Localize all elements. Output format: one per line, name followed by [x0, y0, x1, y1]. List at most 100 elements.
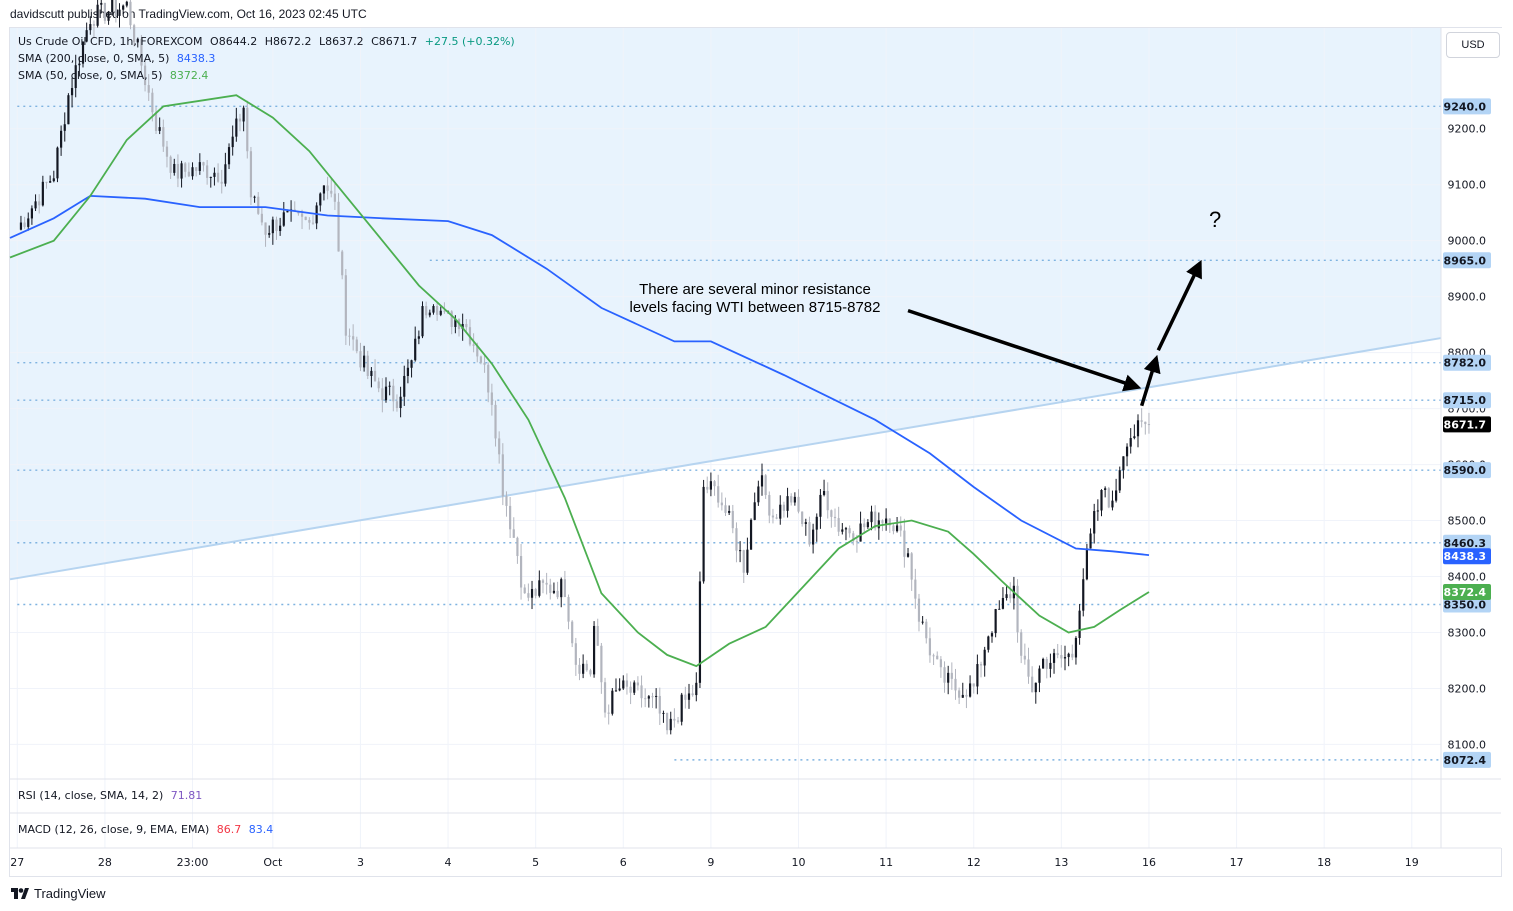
- time-tick-label: 5: [532, 856, 539, 869]
- candle-body: [622, 680, 625, 689]
- candle-body: [366, 355, 369, 376]
- annotation-line-2: levels facing WTI between 8715-8782: [629, 299, 881, 316]
- candle-body: [735, 528, 738, 551]
- candle-body: [739, 550, 742, 552]
- level-price-label-bg: [1443, 392, 1491, 409]
- candle-body: [1052, 653, 1056, 663]
- candle-body: [421, 306, 424, 337]
- candle-body: [1122, 456, 1125, 471]
- candle-body: [395, 401, 399, 409]
- candle-body: [100, 2, 103, 5]
- candle-body: [45, 181, 48, 183]
- candle-body: [268, 233, 271, 235]
- candle-body: [399, 396, 402, 409]
- candle-body: [589, 670, 592, 675]
- candle-body: [757, 486, 760, 503]
- candle-body: [1118, 470, 1121, 491]
- candle-body: [187, 171, 190, 177]
- candle-body: [724, 505, 727, 513]
- candle-body: [1085, 548, 1088, 580]
- time-tick-label: 9: [707, 856, 714, 869]
- candle-body: [377, 381, 380, 389]
- candle-body: [702, 486, 705, 582]
- time-tick-label: 27: [10, 856, 24, 869]
- level-price-label-bg: [1443, 596, 1491, 613]
- candle-body: [855, 541, 859, 543]
- candle-body: [264, 222, 267, 235]
- candle-body: [373, 370, 377, 382]
- candle-body: [676, 720, 680, 722]
- candle-body: [1100, 490, 1103, 511]
- candle-body: [81, 41, 85, 64]
- candle-body: [304, 216, 307, 220]
- candle-body: [224, 164, 227, 184]
- candle-body: [972, 683, 975, 687]
- candle-body: [1129, 438, 1132, 447]
- candle-body: [279, 225, 282, 232]
- candle-body: [691, 693, 694, 696]
- candle-body: [779, 504, 782, 519]
- candle-body: [63, 124, 66, 131]
- candle-body: [841, 529, 844, 532]
- candle-body: [786, 496, 789, 511]
- candle-body: [129, 1, 132, 26]
- candle-body: [706, 486, 709, 490]
- candle-body: [384, 386, 388, 401]
- level-price-label: 8350.0: [1444, 598, 1487, 611]
- sma200-price-label: 8438.3: [1444, 550, 1486, 563]
- close-value: C8671.7: [371, 35, 418, 48]
- candle-body: [647, 696, 650, 699]
- candle-body: [41, 181, 44, 206]
- currency-button[interactable]: USD: [1446, 32, 1500, 58]
- candle-body: [107, 12, 110, 21]
- candle-body: [1038, 668, 1041, 683]
- candle-body: [921, 621, 924, 623]
- price-tick-label: 8200.0: [1448, 682, 1487, 695]
- symbol-label: Us Crude Oil CFD, 1h, FOREXCOM: [18, 35, 203, 48]
- candle-body: [833, 516, 837, 519]
- candle-body: [67, 95, 70, 125]
- time-tick-label: 19: [1405, 856, 1419, 869]
- candle-body: [600, 645, 603, 683]
- tradingview-brand[interactable]: TradingView: [11, 886, 106, 901]
- candle-body: [870, 511, 873, 523]
- sma200-legend[interactable]: SMA (200, close, 0, SMA, 5) 8438.3: [18, 52, 215, 65]
- candle-body: [578, 664, 581, 674]
- candle-body: [406, 367, 410, 376]
- candle-body: [465, 323, 468, 328]
- sma50-value: 8372.4: [169, 69, 209, 82]
- candle-body: [947, 672, 950, 683]
- candle-body: [509, 505, 512, 530]
- candle-body: [633, 682, 636, 693]
- candle-body: [684, 694, 687, 700]
- candle-body: [936, 655, 939, 660]
- candle-body: [892, 525, 895, 532]
- candle-body: [552, 590, 556, 593]
- rsi-legend[interactable]: RSI (14, close, SMA, 14, 2) 71.81: [18, 789, 202, 802]
- time-tick-label: Oct: [263, 856, 283, 869]
- candle-body: [432, 306, 435, 313]
- sma50-legend[interactable]: SMA (50, close, 0, SMA, 5) 8372.4: [18, 69, 208, 82]
- question-mark: ?: [1209, 207, 1222, 232]
- macd-legend[interactable]: MACD (12, 26, close, 9, EMA, EMA) 86.7 8…: [18, 823, 273, 836]
- time-tick-label: 12: [967, 856, 981, 869]
- time-tick-label: 13: [1054, 856, 1068, 869]
- candle-body: [19, 222, 23, 230]
- candle-body: [1078, 610, 1081, 638]
- candle-body: [414, 338, 417, 361]
- candle-body: [60, 130, 63, 148]
- candle-body: [571, 621, 574, 644]
- candle-body: [191, 167, 194, 177]
- last-price-label-bg: [1443, 416, 1491, 433]
- candle-body: [49, 181, 52, 183]
- candle-body: [1071, 653, 1074, 658]
- candle-body: [216, 172, 220, 182]
- sma50-label: SMA (50, close, 0, SMA, 5): [18, 69, 163, 82]
- candle-body: [636, 682, 639, 686]
- level-price-label: 8715.0: [1444, 394, 1487, 407]
- time-tick-label: 18: [1317, 856, 1331, 869]
- candle-body: [753, 502, 756, 520]
- candle-body: [286, 211, 289, 213]
- candle-body: [830, 510, 833, 517]
